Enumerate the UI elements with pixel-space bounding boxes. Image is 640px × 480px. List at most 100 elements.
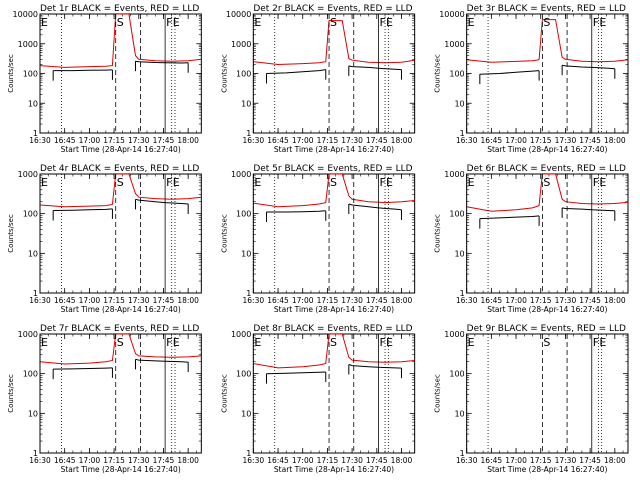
marker-label-f: F — [166, 176, 172, 189]
x-axis-label: Start Time (28-Apr-14 16:27:40) — [487, 305, 607, 314]
x-tick-label: 17:45 — [366, 296, 388, 305]
panel-title: Det 5r BLACK = Events, RED = LLD — [253, 164, 412, 174]
x-tick-label: 16:45 — [481, 136, 503, 145]
panel-title: Det 1r BLACK = Events, RED = LLD — [40, 4, 199, 14]
y-tick-label: 1000 — [444, 330, 464, 339]
y-tick-label: 1 — [33, 289, 38, 298]
x-tick-label: 17:45 — [366, 136, 388, 145]
lld-series-line — [253, 174, 415, 208]
marker-label-f: F — [379, 16, 385, 29]
panel-det-5: Det 5r BLACK = Events, RED = LLD 1 10 100 10… — [220, 164, 416, 314]
panel-title: Det 7r BLACK = Events, RED = LLD — [40, 324, 199, 334]
lld-series-line — [40, 14, 202, 68]
marker-label-f: F — [593, 176, 599, 189]
events-series-line — [479, 70, 540, 75]
y-tick-label: 1000 — [18, 170, 38, 179]
x-tick-label: 16:30 — [243, 456, 265, 465]
panel-title: Det 4r BLACK = Events, RED = LLD — [40, 164, 199, 174]
marker-label-e: E — [386, 16, 393, 29]
x-axis-label: Start Time (28-Apr-14 16:27:40) — [487, 465, 607, 474]
x-tick-label: 16:30 — [243, 296, 265, 305]
x-tick-label: 16:30 — [456, 296, 478, 305]
y-axis-label: Counts/sec — [434, 54, 442, 93]
series-area — [253, 334, 415, 384]
series-area — [253, 20, 415, 84]
series-area — [40, 14, 202, 81]
x-tick-label: 17:00 — [79, 296, 101, 305]
x-tick-label: 17:30 — [341, 456, 363, 465]
x-tick-label: 18:00 — [604, 296, 626, 305]
x-tick-label: 17:30 — [555, 456, 577, 465]
y-tick-label: 1 — [246, 289, 251, 298]
marker-label-f: F — [166, 16, 172, 29]
marker-label-e: E — [41, 336, 48, 349]
x-tick-label: 16:30 — [243, 136, 265, 145]
y-tick-label: 10 — [241, 409, 251, 418]
panel-det-2: Det 2r BLACK = Events, RED = LLD 1 10 100 10… — [220, 4, 416, 154]
marker-label-e: E — [254, 176, 261, 189]
events-series-line — [479, 215, 540, 220]
panel-det-1: Det 1r BLACK = Events, RED = LLD 1 10 100 10… — [7, 4, 202, 154]
events-series-line — [562, 207, 615, 212]
x-tick-label: 17:00 — [292, 136, 314, 145]
y-tick-label: 10 — [241, 99, 251, 108]
y-tick-label: 1000 — [18, 40, 38, 49]
marker-label-f: F — [593, 16, 599, 29]
x-tick-label: 17:15 — [317, 296, 339, 305]
marker-label-s: S — [330, 176, 337, 189]
y-tick-label: 1 — [33, 449, 38, 458]
panel-det-9: Det 9r BLACK = Events, RED = LLD 1 10 100 10… — [434, 324, 629, 474]
events-series-line — [135, 358, 189, 363]
y-tick-label: 1 — [460, 289, 465, 298]
x-tick-label: 17:15 — [103, 136, 125, 145]
marker-label-e: E — [599, 336, 606, 349]
events-series-line — [135, 198, 189, 205]
x-tick-label: 17:15 — [530, 456, 552, 465]
lld-series-line — [466, 174, 628, 212]
y-tick-label: 10 — [454, 249, 464, 258]
marker-label-e: E — [468, 176, 475, 189]
events-series-line — [348, 364, 402, 369]
y-tick-label: 10 — [28, 409, 38, 418]
events-series-line — [348, 203, 402, 211]
y-tick-label: 1000 — [18, 330, 38, 339]
y-tick-label: 10 — [454, 99, 464, 108]
panel-det-3: Det 3r BLACK = Events, RED = LLD 1 10 100 10… — [434, 4, 629, 154]
x-tick-label: 16:45 — [267, 456, 289, 465]
x-tick-label: 16:45 — [267, 136, 289, 145]
x-tick-label: 16:30 — [456, 136, 478, 145]
lld-series-line — [40, 334, 202, 365]
x-tick-label: 17:00 — [79, 456, 101, 465]
marker-label-e: E — [468, 16, 475, 29]
y-axis-label: Counts/sec — [434, 374, 442, 413]
panel-title: Det 9r BLACK = Events, RED = LLD — [467, 324, 626, 334]
x-tick-label: 17:30 — [341, 136, 363, 145]
y-tick-label: 100 — [449, 370, 464, 379]
y-axis-label: Counts/sec — [7, 214, 15, 253]
plot-frame — [39, 333, 202, 454]
y-tick-label: 100 — [23, 370, 38, 379]
x-tick-label: 18:00 — [391, 296, 413, 305]
y-axis-label: Counts/sec — [434, 214, 442, 253]
marker-label-f: F — [379, 336, 385, 349]
marker-label-e: E — [386, 336, 393, 349]
panel-title: Det 3r BLACK = Events, RED = LLD — [467, 4, 626, 14]
y-axis-label: Counts/sec — [220, 214, 228, 253]
x-tick-label: 16:45 — [481, 296, 503, 305]
y-tick-label: 1000 — [231, 330, 251, 339]
lld-series-line — [253, 334, 415, 369]
marker-label-s: S — [330, 16, 337, 29]
y-tick-label: 100 — [236, 210, 251, 219]
y-tick-label: 1 — [33, 129, 38, 138]
plot-frame — [466, 333, 629, 454]
x-tick-label: 17:00 — [79, 136, 101, 145]
plot-frame — [39, 13, 202, 134]
x-tick-label: 17:30 — [341, 296, 363, 305]
x-axis-label: Start Time (28-Apr-14 16:27:40) — [487, 145, 607, 154]
x-axis-label: Start Time (28-Apr-14 16:27:40) — [274, 145, 394, 154]
x-tick-label: 17:45 — [153, 296, 175, 305]
marker-label-s: S — [543, 16, 550, 29]
series-area — [466, 19, 628, 85]
x-tick-label: 17:30 — [128, 296, 150, 305]
x-axis-label: Start Time (28-Apr-14 16:27:40) — [61, 465, 181, 474]
